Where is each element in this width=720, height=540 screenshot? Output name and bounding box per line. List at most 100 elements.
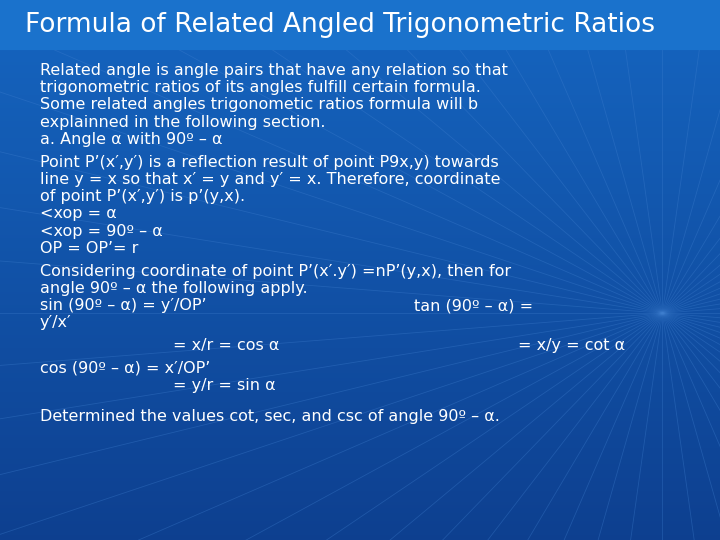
Bar xyxy=(0,65,720,68)
Bar xyxy=(0,119,720,122)
Bar xyxy=(0,216,720,219)
Bar xyxy=(0,456,720,459)
Bar xyxy=(0,448,720,451)
Bar xyxy=(0,140,720,143)
Bar xyxy=(0,356,720,359)
Bar xyxy=(0,383,720,386)
Text: Related angle is angle pairs that have any relation so that: Related angle is angle pairs that have a… xyxy=(40,63,508,78)
Text: Point P’(x′,y′) is a reflection result of point P9x,y) towards: Point P’(x′,y′) is a reflection result o… xyxy=(40,154,498,170)
Bar xyxy=(0,143,720,146)
Bar xyxy=(0,157,720,159)
Bar xyxy=(0,402,720,405)
Bar xyxy=(0,297,720,300)
Bar xyxy=(0,111,720,113)
Bar xyxy=(0,286,720,289)
Text: y′/x′: y′/x′ xyxy=(40,315,71,330)
Bar xyxy=(0,486,720,489)
Bar xyxy=(0,86,720,89)
Text: trigonometric ratios of its angles fulfill certain formula.: trigonometric ratios of its angles fulfi… xyxy=(40,80,480,95)
Bar xyxy=(0,0,720,3)
Bar xyxy=(0,113,720,116)
Bar xyxy=(0,513,720,516)
Bar xyxy=(0,173,720,176)
Bar xyxy=(0,389,720,392)
Bar xyxy=(0,310,720,313)
Bar xyxy=(0,500,720,502)
Bar xyxy=(0,273,720,275)
Bar xyxy=(0,270,720,273)
Bar xyxy=(0,116,720,119)
Bar xyxy=(0,267,720,270)
Bar xyxy=(0,418,720,421)
Bar xyxy=(0,459,720,462)
Bar xyxy=(0,14,720,16)
Bar xyxy=(0,40,720,43)
Bar xyxy=(0,346,720,348)
Bar xyxy=(0,227,720,229)
Bar xyxy=(0,281,720,284)
Bar xyxy=(0,392,720,394)
Bar xyxy=(0,224,720,227)
Bar xyxy=(0,97,720,100)
Bar xyxy=(0,292,720,294)
Bar xyxy=(0,213,720,216)
Bar xyxy=(0,230,720,232)
Text: cos (90º – α) = x′/OP’: cos (90º – α) = x′/OP’ xyxy=(40,361,210,376)
Bar xyxy=(0,154,720,157)
Text: Considering coordinate of point P’(x′.y′) =nP’(y,x), then for: Considering coordinate of point P’(x′.y′… xyxy=(40,264,510,279)
Bar xyxy=(0,208,720,211)
Bar xyxy=(0,440,720,443)
Bar xyxy=(0,300,720,302)
Bar xyxy=(0,130,720,132)
Bar xyxy=(0,68,720,70)
Bar xyxy=(0,437,720,440)
Bar xyxy=(0,386,720,389)
Bar xyxy=(0,516,720,518)
Text: angle 90º – α the following apply.: angle 90º – α the following apply. xyxy=(40,281,307,296)
Bar xyxy=(0,251,720,254)
Bar xyxy=(0,59,720,62)
Bar xyxy=(0,491,720,494)
Bar xyxy=(0,529,720,532)
Bar xyxy=(0,319,720,321)
Bar xyxy=(0,165,720,167)
Bar xyxy=(0,294,720,297)
Bar xyxy=(0,62,720,65)
Bar xyxy=(0,327,720,329)
Text: <xop = 90º – α: <xop = 90º – α xyxy=(40,224,162,239)
Bar xyxy=(0,51,720,54)
Bar xyxy=(0,30,720,32)
Text: Formula of Related Angled Trigonometric Ratios: Formula of Related Angled Trigonometric … xyxy=(25,12,655,38)
Bar xyxy=(0,524,720,526)
Text: explainned in the following section.: explainned in the following section. xyxy=(40,114,325,130)
Bar xyxy=(0,289,720,292)
Bar xyxy=(0,146,720,148)
Bar xyxy=(0,370,720,373)
Bar xyxy=(0,200,720,202)
Bar xyxy=(0,427,720,429)
Text: = y/r = sin α: = y/r = sin α xyxy=(173,378,276,393)
Bar xyxy=(0,221,720,224)
Bar xyxy=(0,462,720,464)
Bar xyxy=(0,132,720,135)
Bar xyxy=(0,521,720,524)
Bar xyxy=(0,240,720,243)
Bar xyxy=(0,397,720,400)
Bar xyxy=(0,416,720,418)
Bar xyxy=(0,284,720,286)
Bar xyxy=(0,5,720,8)
Bar xyxy=(0,194,720,197)
Bar xyxy=(0,335,720,338)
Bar xyxy=(0,375,720,378)
Bar xyxy=(0,316,720,319)
Bar xyxy=(0,497,720,500)
Text: OP = OP’= r: OP = OP’= r xyxy=(40,241,138,256)
Bar xyxy=(0,494,720,497)
Bar xyxy=(0,470,720,472)
Bar xyxy=(0,424,720,427)
Bar xyxy=(0,148,720,151)
Bar xyxy=(0,305,720,308)
Bar xyxy=(0,467,720,470)
Bar xyxy=(0,235,720,238)
Bar xyxy=(0,186,720,189)
